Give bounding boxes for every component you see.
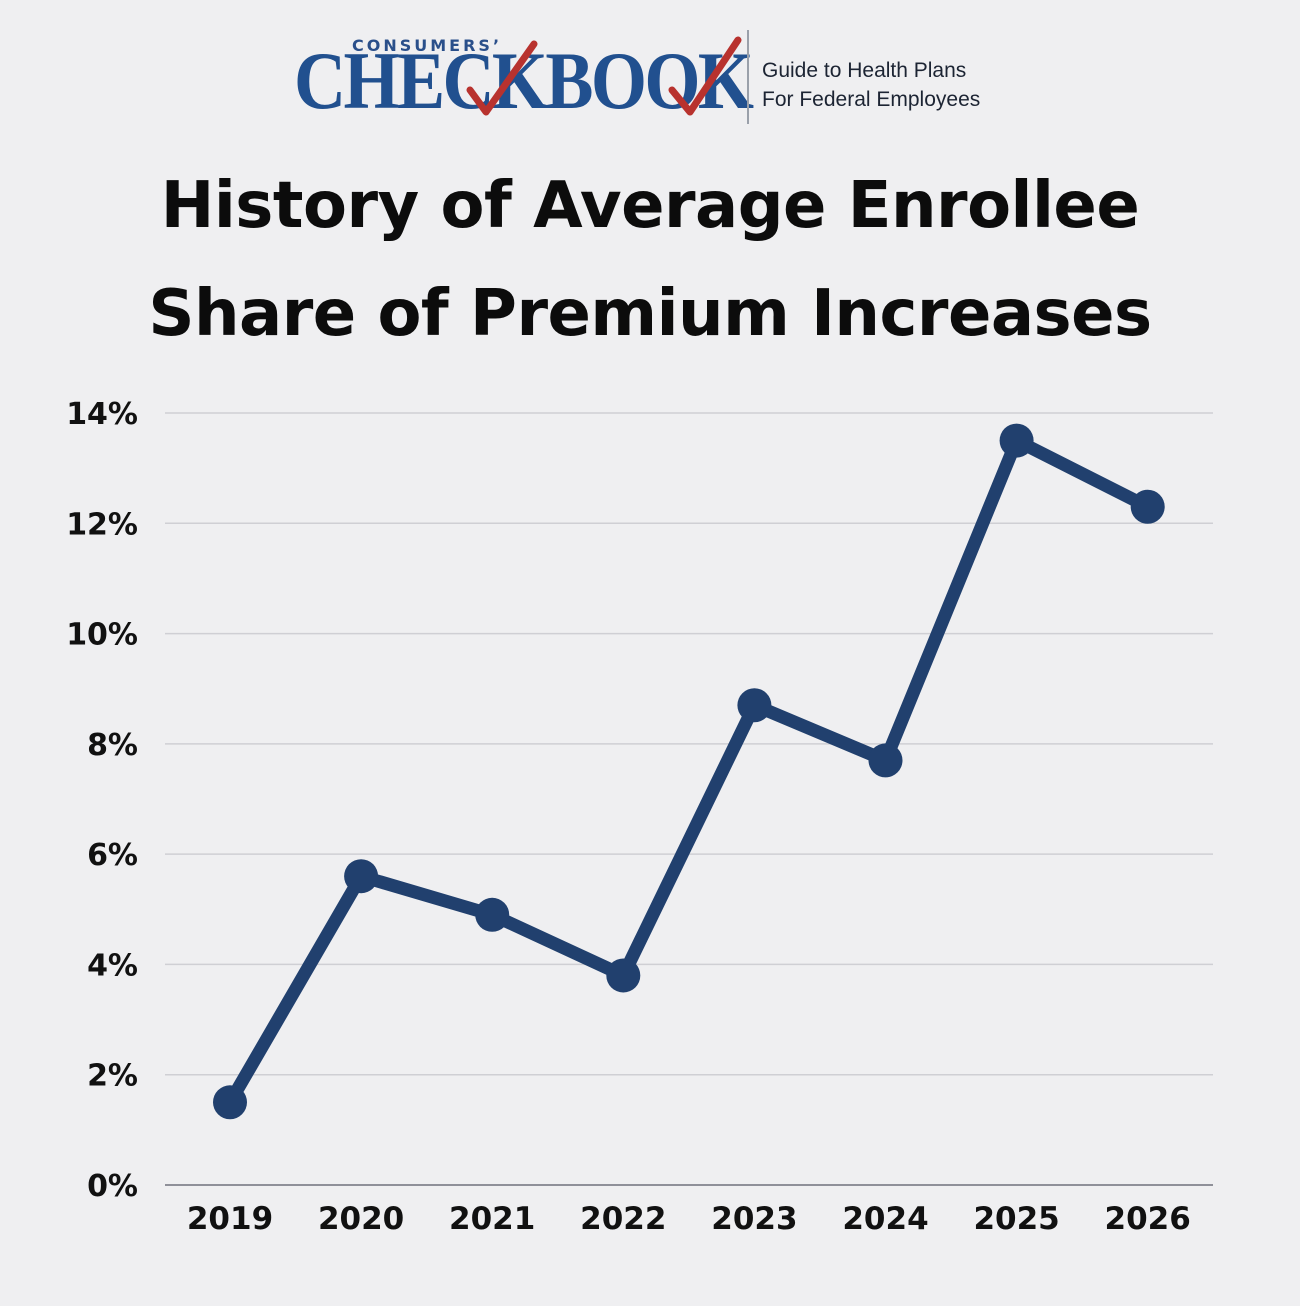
data-point xyxy=(475,897,510,932)
data-point xyxy=(868,743,903,778)
data-point xyxy=(999,423,1034,458)
chart-title: History of Average Enrollee Share of Pre… xyxy=(0,152,1300,368)
y-tick-label: 2% xyxy=(87,1059,138,1094)
x-tick-label: 2026 xyxy=(1105,1201,1191,1237)
data-point xyxy=(737,688,772,723)
logo-divider xyxy=(747,30,749,124)
y-tick-label: 10% xyxy=(66,618,138,653)
y-tick-label: 8% xyxy=(87,728,138,763)
x-tick-label: 2019 xyxy=(187,1201,273,1237)
data-point xyxy=(606,958,641,993)
y-tick-label: 0% xyxy=(87,1169,138,1204)
x-tick-label: 2023 xyxy=(711,1201,797,1237)
series-line xyxy=(223,434,1155,1109)
data-point xyxy=(1130,489,1165,524)
header: CONSUMERS’ CHECKBOOK Guide to Health Pla… xyxy=(0,0,1300,140)
x-tick-label: 2020 xyxy=(318,1201,404,1237)
y-tick-label: 4% xyxy=(87,948,138,983)
y-tick-label: 12% xyxy=(66,507,138,542)
y-tick-label: 14% xyxy=(66,397,138,432)
tagline-line-2: For Federal Employees xyxy=(762,88,981,111)
logo-checkmark-icon xyxy=(466,40,538,116)
logo-checkmark-icon xyxy=(668,36,742,116)
x-tick-label: 2025 xyxy=(973,1201,1059,1237)
logo-tagline: Guide to Health Plans For Federal Employ… xyxy=(762,56,980,114)
data-point xyxy=(213,1085,247,1120)
consumers-checkbook-logo: CONSUMERS’ CHECKBOOK xyxy=(294,36,754,124)
logo-consumers-text: CONSUMERS’ xyxy=(352,36,503,55)
x-tick-label: 2024 xyxy=(842,1201,928,1237)
y-tick-label: 6% xyxy=(87,838,138,873)
data-point xyxy=(344,859,379,894)
x-tick-label: 2021 xyxy=(449,1201,535,1237)
x-tick-label: 2022 xyxy=(580,1201,666,1237)
chart-title-line-1: History of Average Enrollee xyxy=(160,169,1140,243)
tagline-line-1: Guide to Health Plans xyxy=(762,59,967,82)
chart-title-line-2: Share of Premium Increases xyxy=(148,277,1152,351)
